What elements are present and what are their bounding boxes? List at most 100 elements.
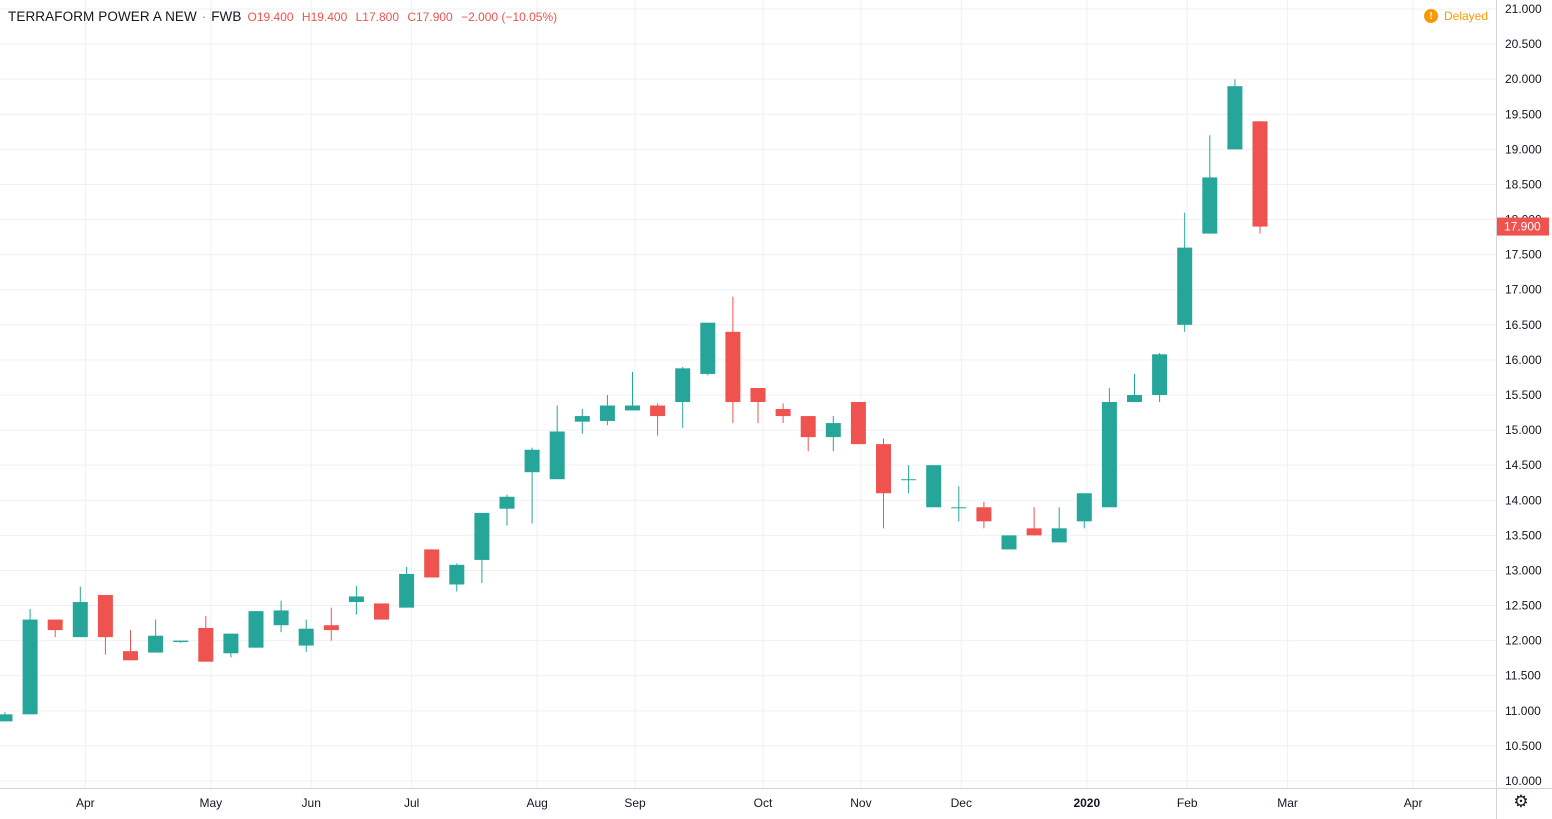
candle-body <box>650 405 666 417</box>
candle-up <box>524 447 540 524</box>
low-value: L17.800 <box>355 9 399 24</box>
candle-up <box>0 712 13 722</box>
exclamation-icon: ! <box>1424 9 1438 23</box>
candle-up <box>1101 387 1117 508</box>
candle-up <box>1227 79 1243 150</box>
candle-body <box>775 409 791 417</box>
candle-down <box>97 595 113 655</box>
candle-body <box>323 625 339 631</box>
price-tick-label: 17.500 <box>1505 248 1542 262</box>
candle-body <box>675 368 691 403</box>
time-tick-label: Oct <box>754 796 773 810</box>
price-tick-label: 11.000 <box>1505 704 1541 718</box>
time-tick-label: Mar <box>1277 796 1298 810</box>
time-tick-label: Dec <box>951 796 972 810</box>
candle-body <box>549 431 565 480</box>
candle-body <box>22 619 38 715</box>
price-tick-label: 14.500 <box>1505 458 1542 472</box>
candle-up <box>1051 507 1067 543</box>
candle-up <box>700 322 716 376</box>
legend-separator: · <box>201 9 207 24</box>
candle-series <box>0 79 1268 722</box>
price-axis[interactable]: 10.000 10.500 11.000 11.500 12.000 12.500 13.0… <box>1505 2 1542 788</box>
candle-up <box>499 494 515 526</box>
gear-icon[interactable]: ⚙ <box>1513 792 1529 811</box>
candle-body <box>148 635 164 653</box>
candle-body <box>198 628 214 662</box>
candle-body <box>47 619 63 631</box>
candle-body <box>399 573 415 608</box>
candle-up <box>675 366 691 428</box>
candle-up <box>599 395 615 426</box>
candle-body <box>599 405 615 421</box>
time-axis[interactable]: Apr May Jun Jul Aug Sep Oct Nov Dec 2020 Feb Mar Apr <box>76 796 1422 810</box>
candle-up <box>1152 352 1168 403</box>
candle-body <box>374 603 389 620</box>
candle-body <box>348 596 364 603</box>
delayed-status[interactable]: ! Delayed <box>1424 9 1488 23</box>
price-tick-label: 12.000 <box>1505 634 1542 648</box>
ohlc-values: O19.400 H19.400 L17.800 C17.900 −2.000 (… <box>248 10 558 24</box>
candle-body <box>1202 177 1218 234</box>
price-tick-label: 15.000 <box>1505 423 1542 437</box>
candle-up <box>22 609 38 715</box>
candle-body <box>800 416 816 438</box>
candle-down <box>47 619 63 638</box>
candle-up <box>1001 535 1017 550</box>
candle-up <box>72 586 88 638</box>
candle-body <box>72 602 88 638</box>
candle-down <box>725 296 741 424</box>
candle-down <box>198 616 214 662</box>
candle-up <box>173 640 189 643</box>
time-tick-label: Apr <box>1404 796 1423 810</box>
price-tick-label: 10.500 <box>1505 739 1542 753</box>
grid-lines <box>0 0 1496 788</box>
candle-body <box>248 611 264 648</box>
candle-up <box>625 371 640 411</box>
candle-down <box>976 501 992 529</box>
candle-body <box>825 423 841 438</box>
candle-body <box>951 507 967 509</box>
candle-body <box>1127 395 1142 403</box>
price-tick-label: 19.000 <box>1505 142 1542 156</box>
price-tick-label: 20.000 <box>1505 72 1542 86</box>
candle-body <box>499 496 515 509</box>
candle-body <box>700 322 716 374</box>
candle-up <box>1076 493 1092 529</box>
candle-down <box>374 603 389 620</box>
candle-body <box>850 402 866 445</box>
candle-body <box>876 444 891 494</box>
delayed-label: Delayed <box>1444 9 1489 23</box>
candle-up <box>273 600 289 633</box>
symbol-name[interactable]: TERRAFORM POWER A NEW <box>8 9 197 24</box>
close-value: C17.900 <box>407 9 453 24</box>
candle-body <box>1152 354 1168 395</box>
candle-body <box>524 449 540 473</box>
candle-body <box>1227 86 1243 150</box>
price-tick-label: 18.500 <box>1505 177 1542 191</box>
time-tick-label: Aug <box>526 796 547 810</box>
candle-down <box>424 549 440 578</box>
price-tick-label: 17.000 <box>1505 283 1542 297</box>
candle-up <box>926 465 942 508</box>
candle-body <box>0 714 13 722</box>
candle-body <box>1177 247 1193 325</box>
chart-legend: TERRAFORM POWER A NEW · FWB O19.400 H19.… <box>8 9 557 24</box>
candle-body <box>1252 121 1268 227</box>
candle-body <box>574 416 590 422</box>
candle-body <box>976 507 992 522</box>
candle-body <box>1051 528 1067 543</box>
time-tick-label: Feb <box>1177 796 1198 810</box>
candle-up <box>399 566 415 608</box>
candle-body <box>223 633 239 654</box>
price-tick-label: 15.500 <box>1505 388 1542 402</box>
time-tick-label: Apr <box>76 796 95 810</box>
candle-body <box>298 628 314 646</box>
time-tick-label: Jul <box>404 796 419 810</box>
candle-body <box>1076 493 1092 522</box>
time-tick-label: Sep <box>624 796 646 810</box>
candle-up <box>1202 135 1218 234</box>
candle-body <box>625 405 640 411</box>
candle-body <box>1101 402 1117 508</box>
